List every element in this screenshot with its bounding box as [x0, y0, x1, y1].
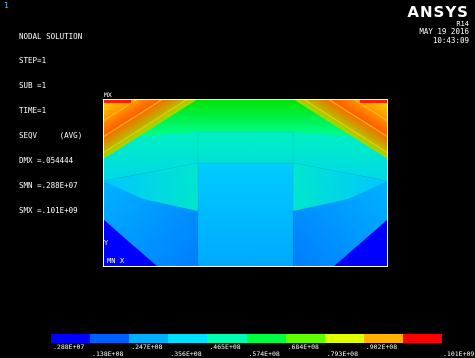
- plot-date: MAY 19 2016: [419, 27, 469, 36]
- legend-label-top-3: .465E+08: [209, 343, 241, 351]
- info-dmx: DMX =.054444: [19, 156, 74, 166]
- legend-color-7: [285, 334, 326, 343]
- brand-block: ANSYS R14 MAY 19 2016 10:43:09: [407, 3, 469, 45]
- legend-color-4: [168, 334, 208, 343]
- legend-color-1: [51, 334, 91, 343]
- info-smx: SMX =.101E+09: [19, 205, 78, 215]
- legend-label-bottom-3: .574E+08: [248, 350, 280, 358]
- legend-color-5: [207, 334, 247, 343]
- release-version: R14: [456, 20, 469, 28]
- legend-label-top-2: .247E+08: [131, 343, 163, 351]
- ansys-logo: ANSYS: [407, 3, 469, 21]
- legend-color-6: [246, 334, 287, 343]
- info-step: STEP=1: [19, 56, 47, 66]
- info-substep: SUB =1: [19, 81, 47, 91]
- legend-color-2: [90, 334, 130, 343]
- info-result-type: SEQV (AVG): [19, 131, 83, 141]
- legend-label-bottom-4: .793E+08: [326, 350, 358, 358]
- legend-label-bottom-2: .356E+08: [170, 350, 202, 358]
- info-smn: SMN =.288E+07: [19, 180, 78, 190]
- max-marker: MX: [104, 91, 112, 99]
- plot-time: 10:43:09: [432, 35, 469, 45]
- window-number: 1: [4, 1, 9, 10]
- legend-color-3: [129, 334, 169, 343]
- contour-legend: [51, 334, 443, 343]
- contour-plot[interactable]: [103, 99, 388, 267]
- x-axis-label: X: [120, 257, 125, 265]
- plot-title: NODAL SOLUTION: [19, 31, 83, 41]
- legend-color-9: [363, 334, 404, 343]
- legend-label-top-1: .288E+07: [53, 343, 85, 351]
- min-marker: MN: [107, 257, 116, 265]
- info-time: TIME=1: [19, 106, 47, 116]
- legend-label-bottom-5: .101E+09: [443, 350, 475, 358]
- legend-label-bottom-1: .138E+08: [92, 350, 124, 358]
- legend-color-8: [324, 334, 365, 343]
- y-axis-label: Y: [104, 239, 109, 247]
- legend-label-top-4: .684E+08: [287, 343, 319, 351]
- legend-color-10: [402, 334, 443, 343]
- info-panel: NODAL SOLUTION STEP=1 SUB =1 TIME=1 SEQV…: [19, 16, 82, 223]
- legend-label-top-5: .902E+08: [365, 343, 398, 351]
